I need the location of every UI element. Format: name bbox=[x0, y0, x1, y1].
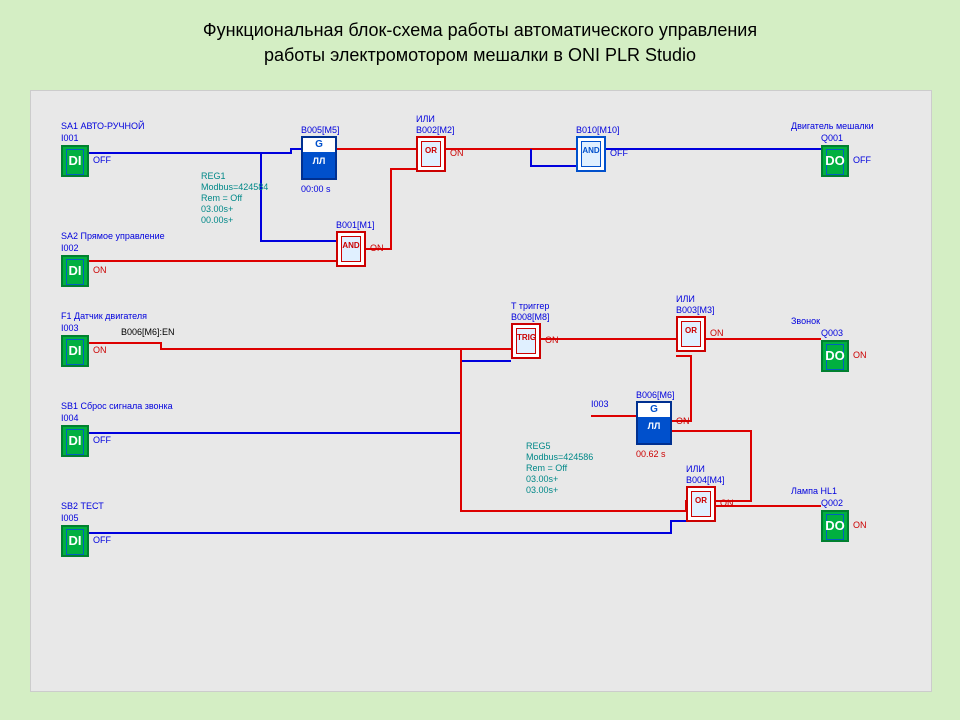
output-title: Звонок bbox=[791, 316, 820, 326]
input-id: I004 bbox=[61, 413, 79, 423]
input-id: I001 bbox=[61, 133, 79, 143]
logic-ref: B008[M8] bbox=[511, 312, 550, 322]
reg-line: REG1 bbox=[201, 171, 226, 181]
output-title: Лампа HL1 bbox=[791, 486, 837, 496]
input-id: I003 bbox=[61, 323, 79, 333]
input-id: I002 bbox=[61, 243, 79, 253]
title-line-2: работы электромотором мешалки в ONI PLR … bbox=[264, 45, 696, 65]
page-title: Функциональная блок-схема работы автомат… bbox=[0, 0, 960, 78]
logic-block: OR bbox=[676, 316, 706, 352]
logic-block: OR bbox=[686, 486, 716, 522]
input-title: SA2 Прямое управление bbox=[61, 231, 165, 241]
input-title: F1 Датчик двигателя bbox=[61, 311, 147, 321]
logic-state: OFF bbox=[610, 148, 628, 158]
reg-line: 00.00s+ bbox=[201, 215, 233, 225]
do-block: DO bbox=[821, 145, 849, 177]
logic-ref: B004[M4] bbox=[686, 475, 725, 485]
timer-block: GЛЛ bbox=[301, 136, 337, 180]
di-block: DI bbox=[61, 145, 89, 177]
diagram-canvas: SA1 АВТО-РУЧНОЙ I001 DI OFF SA2 Прямое управ… bbox=[30, 90, 932, 692]
title-line-1: Функциональная блок-схема работы автомат… bbox=[203, 20, 757, 40]
input-state: OFF bbox=[93, 435, 111, 445]
di-block: DI bbox=[61, 335, 89, 367]
logic-block: OR bbox=[416, 136, 446, 172]
logic-title: ИЛИ bbox=[686, 464, 705, 474]
reg-line: REG5 bbox=[526, 441, 551, 451]
di-block: DI bbox=[61, 425, 89, 457]
logic-state: ON bbox=[370, 243, 384, 253]
logic-state: ON bbox=[545, 335, 559, 345]
input-title: SB1 Сброс сигнала звонка bbox=[61, 401, 173, 411]
input-state: OFF bbox=[93, 155, 111, 165]
input-state: ON bbox=[93, 345, 107, 355]
logic-ref: B003[M3] bbox=[676, 305, 715, 315]
reg-line: Rem = Off bbox=[201, 193, 242, 203]
output-state: OFF bbox=[853, 155, 871, 165]
reg-line: Rem = Off bbox=[526, 463, 567, 473]
timer-time: 00:00 s bbox=[301, 184, 331, 194]
input-state: OFF bbox=[93, 535, 111, 545]
do-block: DO bbox=[821, 510, 849, 542]
timer-tag: I003 bbox=[591, 399, 609, 409]
input-state: ON bbox=[93, 265, 107, 275]
logic-ref: B005[M5] bbox=[301, 125, 340, 135]
output-id: Q002 bbox=[821, 498, 843, 508]
logic-ref: B006[M6] bbox=[636, 390, 675, 400]
input-id: I005 bbox=[61, 513, 79, 523]
input-title: SB2 ТЕСТ bbox=[61, 501, 104, 511]
logic-state: ON bbox=[720, 498, 734, 508]
reg-line: Modbus=424584 bbox=[201, 182, 268, 192]
reg-line: 03.00s+ bbox=[526, 474, 558, 484]
reg-line: 03.00s+ bbox=[201, 204, 233, 214]
output-state: ON bbox=[853, 350, 867, 360]
logic-state: ON bbox=[676, 416, 690, 426]
logic-ref: B010[M10] bbox=[576, 125, 620, 135]
reg-line: Modbus=424586 bbox=[526, 452, 593, 462]
logic-ref: B001[M1] bbox=[336, 220, 375, 230]
reg-line: 03.00s+ bbox=[526, 485, 558, 495]
logic-block: AND bbox=[336, 231, 366, 267]
input-extra: B006[M6]:EN bbox=[121, 327, 175, 337]
logic-ref: B002[M2] bbox=[416, 125, 455, 135]
logic-block: AND bbox=[576, 136, 606, 172]
logic-block: TRIG bbox=[511, 323, 541, 359]
timer-block: GЛЛ bbox=[636, 401, 672, 445]
output-title: Двигатель мешалки bbox=[791, 121, 874, 131]
output-id: Q003 bbox=[821, 328, 843, 338]
input-title: SA1 АВТО-РУЧНОЙ bbox=[61, 121, 145, 131]
di-block: DI bbox=[61, 255, 89, 287]
logic-state: ON bbox=[450, 148, 464, 158]
logic-title: ИЛИ bbox=[416, 114, 435, 124]
logic-title: ИЛИ bbox=[676, 294, 695, 304]
logic-state: ON bbox=[710, 328, 724, 338]
output-id: Q001 bbox=[821, 133, 843, 143]
timer-time: 00.62 s bbox=[636, 449, 666, 459]
do-block: DO bbox=[821, 340, 849, 372]
di-block: DI bbox=[61, 525, 89, 557]
wire-layer bbox=[31, 91, 931, 691]
output-state: ON bbox=[853, 520, 867, 530]
logic-title: T триггер bbox=[511, 301, 549, 311]
